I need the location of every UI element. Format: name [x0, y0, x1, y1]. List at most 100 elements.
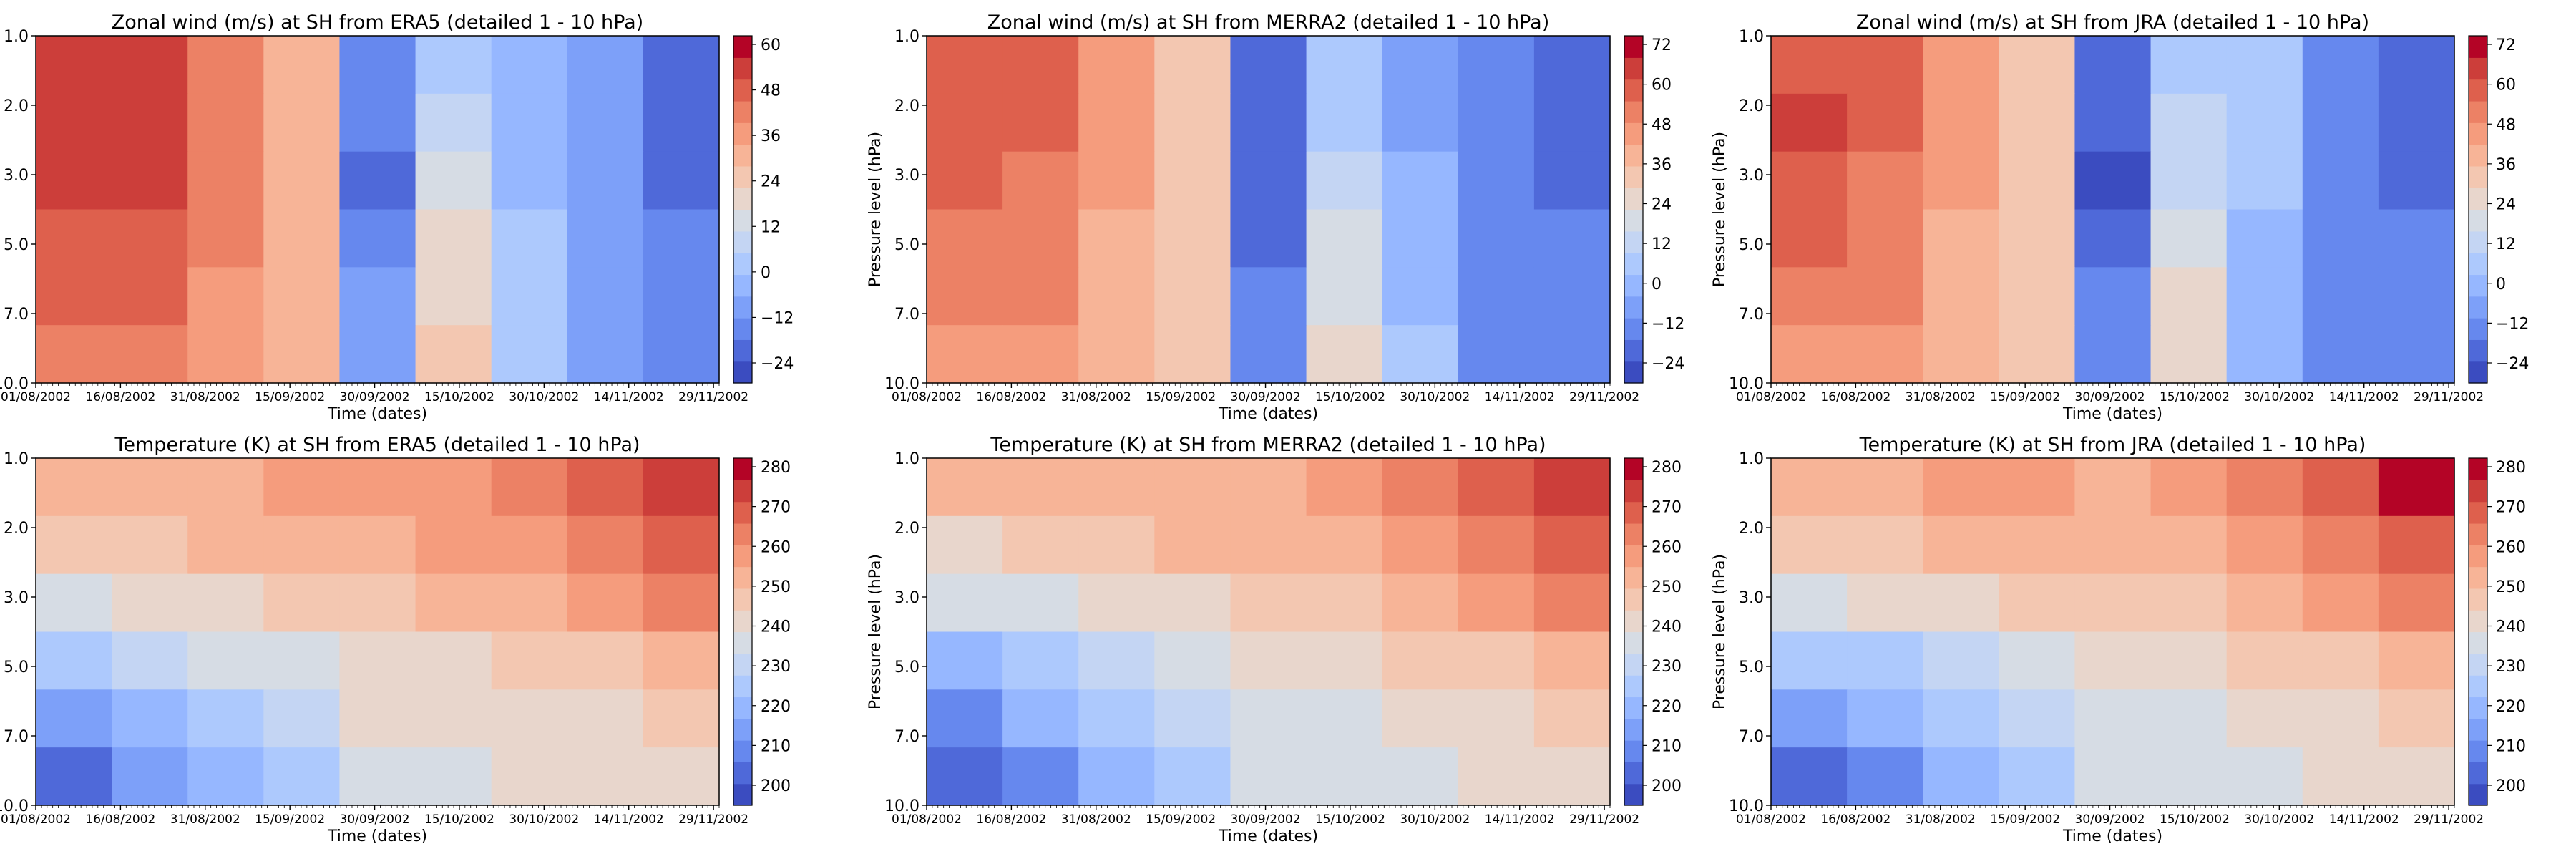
- colorbar-segment: [2469, 458, 2487, 480]
- heatmap-cell: [1078, 515, 1155, 575]
- y-tick-label: 7.0: [1739, 306, 1764, 324]
- heatmap-cell: [1458, 458, 1535, 517]
- heatmap-cell: [339, 93, 416, 152]
- colorbar-segment: [2469, 339, 2487, 362]
- heatmap-cell: [643, 747, 720, 806]
- plot-frame: [926, 457, 1611, 806]
- x-tick-label: 29/11/2002: [678, 390, 748, 404]
- heatmap-cell: [1078, 36, 1155, 94]
- heatmap-cell: [1999, 267, 2076, 326]
- heatmap-cell: [1533, 93, 1611, 152]
- heatmap-cell: [567, 689, 644, 748]
- heatmap-cell: [1923, 93, 1999, 152]
- heatmap-cell: [1230, 573, 1307, 633]
- colorbar-tick-label: 24: [761, 173, 781, 191]
- heatmap-cell: [112, 325, 188, 384]
- colorbar-tick-label: 250: [761, 578, 791, 596]
- y-tick-label: 3.0: [894, 167, 919, 185]
- chart-title: Temperature (K) at SH from MERRA2 (detai…: [990, 434, 1546, 456]
- y-tick-label: 3.0: [894, 589, 919, 607]
- heatmap-cell: [1306, 36, 1383, 94]
- heatmap-cell: [491, 689, 568, 748]
- heatmap-cell: [1771, 458, 1848, 517]
- heatmap-cell: [112, 573, 188, 633]
- heatmap-cell: [187, 93, 264, 152]
- heatmap-cell: [2302, 267, 2379, 326]
- colorbar-segment: [733, 122, 752, 145]
- colorbar-segment: [1624, 209, 1643, 232]
- heatmap-cell: [491, 515, 568, 575]
- colorbar-tick-label: 0: [761, 264, 771, 282]
- heatmap-cell: [643, 93, 720, 152]
- heatmap-cell: [415, 267, 492, 326]
- heatmap-cell: [112, 151, 188, 210]
- heatmap-cell: [2074, 689, 2152, 748]
- x-tick-label: 16/08/2002: [1820, 390, 1890, 404]
- x-tick-label: 15/10/2002: [424, 812, 494, 827]
- heatmap-cell: [1771, 209, 1848, 268]
- x-tick-label: 14/11/2002: [594, 812, 664, 827]
- colorbar-tick-label: 200: [1652, 777, 1682, 795]
- heatmap-cell: [112, 515, 188, 575]
- colorbar-segment: [1624, 296, 1643, 319]
- heatmap-cell: [415, 151, 492, 210]
- heatmap-cell: [1078, 209, 1155, 268]
- heatmap-cell: [1078, 689, 1155, 748]
- colorbar-tick-label: 260: [2496, 538, 2526, 556]
- heatmap-cell: [36, 36, 112, 94]
- heatmap-cell: [2074, 36, 2152, 94]
- y-tick-label: 10.0: [0, 797, 29, 815]
- colorbar-segment: [2469, 188, 2487, 210]
- colorbar-segment: [733, 545, 752, 568]
- x-tick-label: 15/10/2002: [1315, 812, 1385, 827]
- heatmap-cell: [1230, 36, 1307, 94]
- y-tick-label: 5.0: [1739, 236, 1764, 254]
- heatmap-cell: [187, 689, 264, 748]
- y-tick-label: 10.0: [0, 375, 29, 393]
- heatmap-cell: [1923, 515, 1999, 575]
- heatmap-cell: [1154, 689, 1231, 748]
- heatmap-cell: [2302, 36, 2379, 94]
- heatmap-cell: [567, 36, 644, 94]
- heatmap-cell: [1002, 93, 1079, 152]
- colorbar-tick-label: 72: [1652, 37, 1672, 54]
- y-tick-label: 3.0: [1739, 589, 1764, 607]
- y-tick-label: 2.0: [1739, 97, 1764, 115]
- heatmap-cell: [187, 267, 264, 326]
- heatmap-cell: [1002, 209, 1079, 268]
- colorbar-segment: [1624, 361, 1643, 384]
- heatmap-cell: [263, 747, 341, 806]
- heatmap-cell: [339, 458, 416, 517]
- colorbar-segment: [1624, 675, 1643, 698]
- colorbar-segment: [1624, 274, 1643, 297]
- y-tick-label: 5.0: [894, 236, 919, 254]
- heatmap-cell: [2074, 458, 2152, 517]
- x-tick-label: 15/10/2002: [424, 390, 494, 404]
- colorbar-segment: [2469, 501, 2487, 524]
- colorbar-segment: [2469, 361, 2487, 384]
- heatmap-cell: [112, 36, 188, 94]
- colorbar-tick-label: 48: [761, 82, 781, 100]
- colorbar-tick-label: 48: [2496, 116, 2516, 134]
- heatmap-cell: [1306, 573, 1383, 633]
- heatmap-cell: [187, 747, 264, 806]
- heatmap-cell: [2150, 325, 2228, 384]
- heatmap-cell: [2378, 93, 2455, 152]
- chart-title: Zonal wind (m/s) at SH from MERRA2 (deta…: [987, 11, 1550, 34]
- heatmap-cell: [2378, 631, 2455, 690]
- colorbar-segment: [2469, 480, 2487, 503]
- heatmap-cell: [2074, 747, 2152, 806]
- heatmap-cell: [1154, 151, 1231, 210]
- heatmap-cell: [1771, 573, 1848, 633]
- colorbar-segment: [1624, 165, 1643, 188]
- colorbar-segment: [1624, 100, 1643, 123]
- heatmap-cell: [36, 515, 112, 575]
- heatmap-cell: [2226, 93, 2303, 152]
- colorbar-segment: [733, 339, 752, 362]
- heatmap-cell: [36, 325, 112, 384]
- heatmap-cell: [491, 151, 568, 210]
- y-tick-label: 1.0: [4, 28, 29, 46]
- heatmap-cell: [927, 325, 1003, 384]
- colorbar-segment: [1624, 783, 1643, 806]
- colorbar-segment: [1624, 631, 1643, 654]
